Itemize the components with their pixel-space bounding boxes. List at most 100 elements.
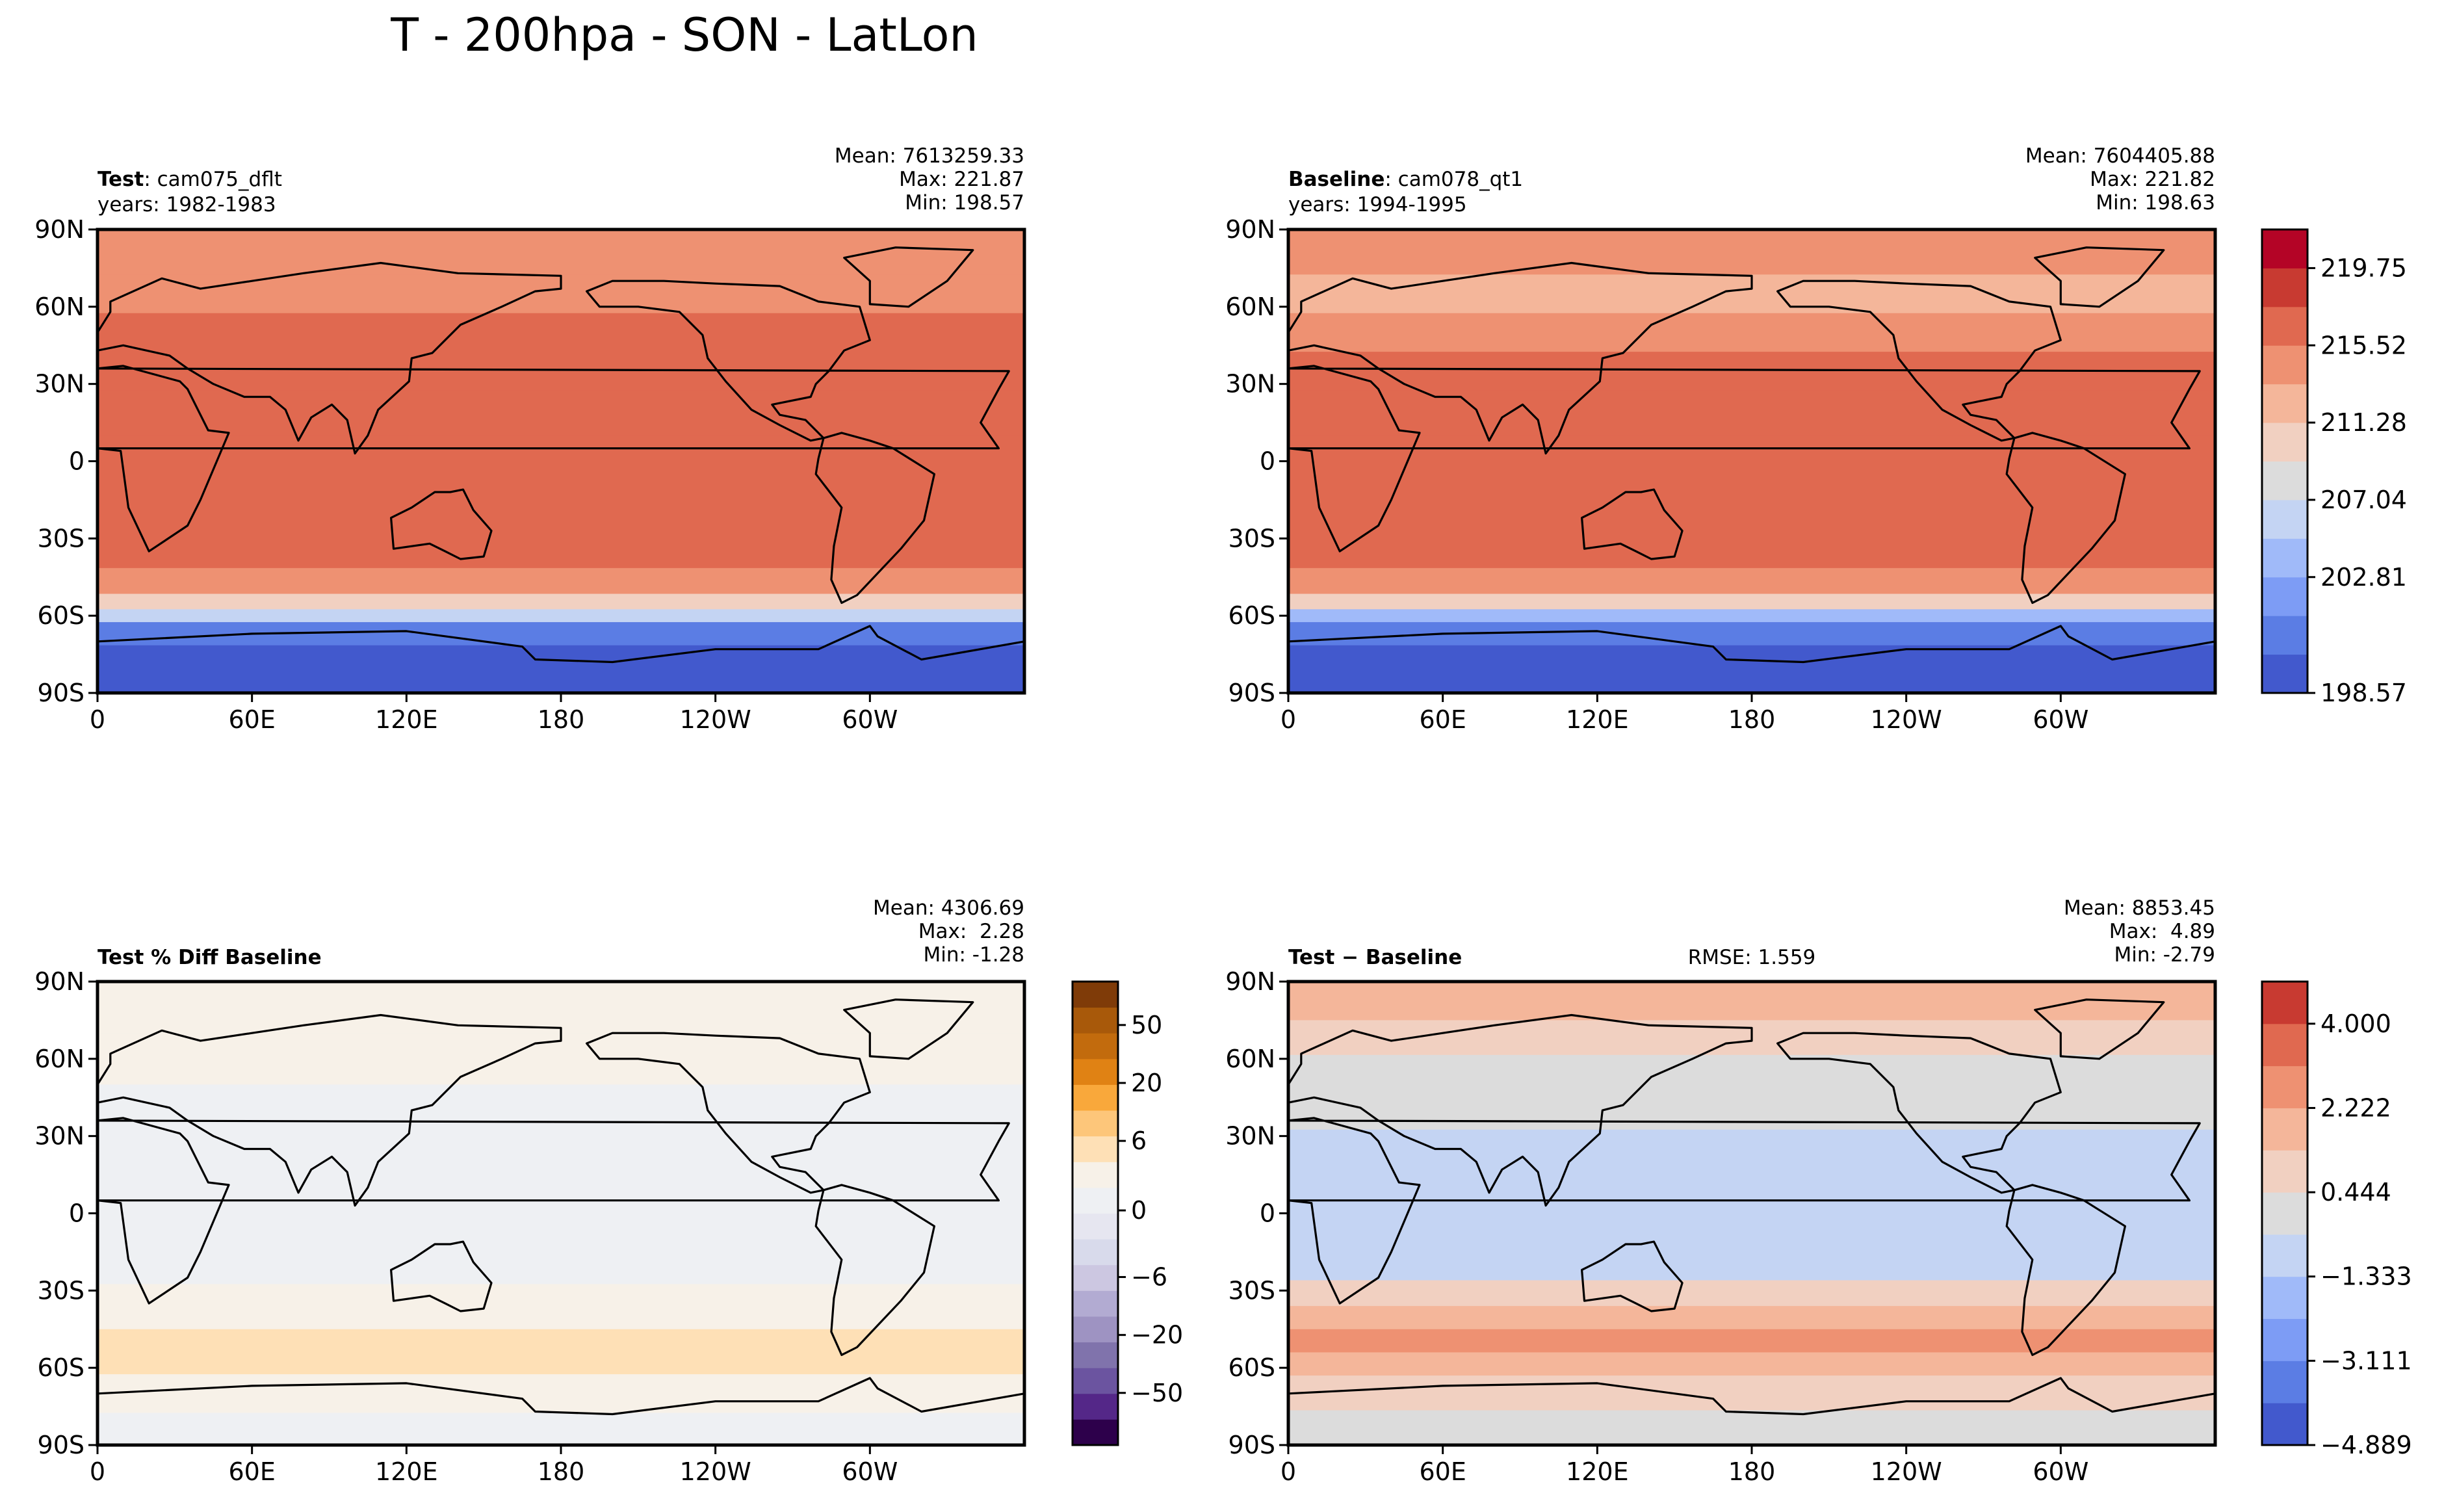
- colorbar-tick-label: 0: [1131, 1196, 1147, 1225]
- lat-band: [1288, 487, 2215, 532]
- lat-band: [98, 435, 1024, 488]
- y-tick-label: 90N: [1225, 215, 1275, 244]
- panel-test-mean: Mean: 7613259.33: [835, 144, 1024, 168]
- lat-band: [98, 609, 1024, 623]
- colorbar-segment: [2262, 1150, 2308, 1193]
- lat-band: [1288, 1352, 2215, 1376]
- x-tick-label: 120E: [375, 1457, 438, 1486]
- colorbar-tick-label: 6: [1131, 1127, 1147, 1155]
- coastline: [814, 1184, 935, 1356]
- y-tick-label: 60N: [1225, 1045, 1275, 1073]
- panel-diff-mean: Mean: 8853.45: [2064, 896, 2215, 920]
- lat-band: [1288, 567, 2215, 594]
- panel-pct-diff-axes: 0 60E 120E 180 120W 60W 90N 60N 30N 0 30S 60S 90S: [34, 967, 898, 1486]
- panel-test-min: Min: 198.57: [905, 191, 1024, 215]
- x-tick-label: 120E: [1566, 705, 1629, 734]
- y-tick-label: 90N: [34, 967, 84, 996]
- lat-band: [1288, 1280, 2215, 1307]
- panel-pct-diff: Test % Diff Baseline Mean: 4306.69 Max: …: [34, 896, 1183, 1486]
- colorbar-tick-label: 20: [1131, 1069, 1162, 1097]
- colorbar-segment: [2262, 1065, 2308, 1108]
- y-tick-label: 90N: [34, 215, 84, 244]
- colorbar-segment: [2262, 577, 2308, 616]
- y-tick-label: 60N: [1225, 293, 1275, 321]
- panel-test-axes: 0 60E 120E 180 120W 60W 90N 60N 30N 0 30S 60S 90S: [34, 215, 898, 734]
- colorbar-segment: [1072, 1264, 1118, 1291]
- x-tick-label: 60E: [228, 705, 275, 734]
- coastline: [1581, 1240, 1684, 1312]
- x-tick-label: 60W: [2033, 1457, 2088, 1486]
- lat-band: [98, 487, 1024, 532]
- x-tick-label: 60E: [228, 1457, 275, 1486]
- lat-band: [1288, 313, 2215, 352]
- colorbar-segment: [2262, 461, 2308, 501]
- x-tick-label: 120W: [680, 1457, 751, 1486]
- panel-diff-map: [1286, 980, 2217, 1447]
- colorbar-segment: [2262, 268, 2308, 307]
- colorbar-frame: [2261, 228, 2309, 694]
- lat-band: [98, 593, 1024, 610]
- lat-band: [98, 313, 1024, 352]
- coastline: [96, 1117, 1010, 1305]
- panel-baseline-mean: Mean: 7604405.88: [2025, 144, 2215, 168]
- y-tick-label: 60S: [1228, 1353, 1275, 1382]
- x-tick-label: 0: [1280, 1457, 1296, 1486]
- colorbar-segment: [2262, 654, 2308, 694]
- panel-diff-label: Test − Baseline: [1288, 946, 1462, 969]
- panel-test-years: years: 1982-1983: [98, 193, 276, 216]
- lat-band: [1288, 609, 2215, 623]
- colorbar-segment: [1072, 1084, 1118, 1111]
- coastline: [1287, 261, 1753, 455]
- coastline: [1776, 280, 2062, 442]
- colorbar-segment: [2262, 384, 2308, 423]
- colorbar-segment: [2262, 616, 2308, 655]
- panel-baseline-years: years: 1994-1995: [1288, 193, 1467, 216]
- lat-band: [1288, 1410, 2215, 1446]
- y-tick-label: 30S: [1228, 524, 1275, 553]
- panel-baseline-axes: 0 60E 120E 180 120W 60W 90N 60N 30N 0 30S 60S 90S: [1225, 215, 2088, 734]
- panel-test-label: Test: cam075_dflt: [98, 168, 282, 191]
- y-tick-label: 60S: [38, 1353, 84, 1382]
- colorbar-segment: [1072, 1110, 1118, 1137]
- colorbar-segment: [2262, 345, 2308, 385]
- colorbar-tick-label: 219.75: [2320, 254, 2407, 282]
- y-tick-label: 30S: [38, 1276, 84, 1305]
- colorbar-segment: [1072, 1213, 1118, 1240]
- lat-band: [98, 1084, 1024, 1137]
- panel-test-map: [96, 228, 1026, 695]
- colorbar-segment: [1072, 1033, 1118, 1060]
- lat-band: [1288, 645, 2215, 694]
- colorbar-tick-label: 202.81: [2320, 563, 2407, 592]
- coastline: [96, 1013, 562, 1207]
- lat-band: [1288, 593, 2215, 610]
- coastline: [2005, 1184, 2126, 1356]
- colorbar-tick-label: 2.222: [2320, 1093, 2391, 1122]
- panel-baseline-label: Baseline: cam078_qt1: [1288, 168, 1523, 191]
- coastline: [586, 280, 871, 442]
- panel-baseline-max: Max: 221.82: [2090, 168, 2215, 191]
- y-tick-label: 30N: [1225, 370, 1275, 398]
- coastline: [1287, 1013, 1753, 1207]
- lat-band: [1288, 1091, 2215, 1130]
- coastline: [2005, 432, 2126, 604]
- colorbar-segment: [1072, 1419, 1118, 1446]
- colorbar-tick-label: 211.28: [2320, 408, 2407, 437]
- colorbar-segment: [2262, 229, 2308, 268]
- colorbar-tick-label: 50: [1131, 1011, 1162, 1039]
- colorbar-segment: [2262, 1108, 2308, 1151]
- colorbar-segment: [2262, 1192, 2308, 1235]
- x-tick-label: 180: [538, 705, 585, 734]
- x-tick-label: 60E: [1419, 705, 1466, 734]
- colorbar-segment: [2262, 306, 2308, 346]
- x-tick-label: 0: [1280, 705, 1296, 734]
- colorbar-segment: [1072, 982, 1118, 1008]
- panel-diff-min: Min: -2.79: [2114, 943, 2215, 967]
- y-tick-label: 0: [1260, 447, 1275, 476]
- x-tick-label: 60W: [2033, 705, 2088, 734]
- lat-band: [98, 1374, 1024, 1413]
- y-tick-label: 30S: [1228, 1276, 1275, 1305]
- x-tick-label: 180: [1728, 705, 1776, 734]
- panel-test: Test: cam075_dflt years: 1982-1983 Mean:…: [34, 144, 1026, 734]
- panel-pct-diff-label: Test % Diff Baseline: [98, 946, 322, 969]
